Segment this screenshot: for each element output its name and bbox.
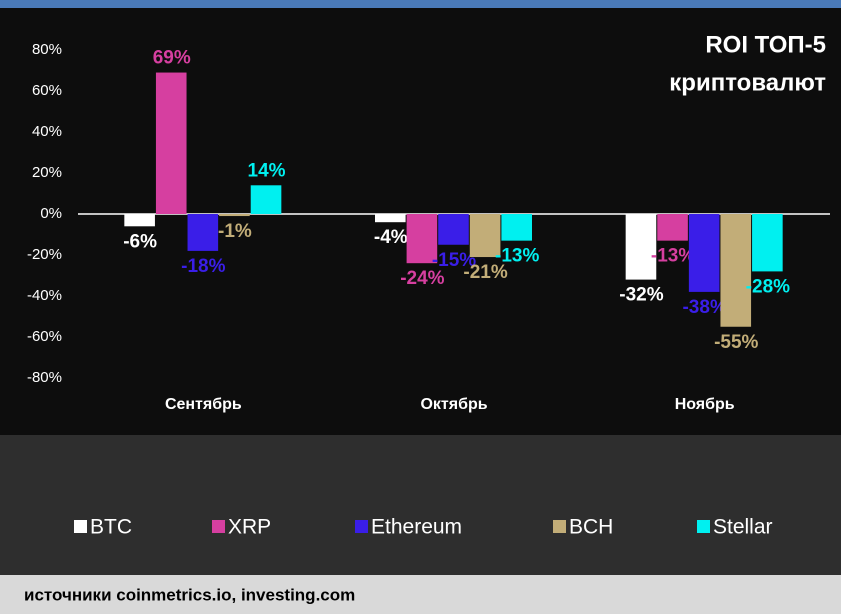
legend-swatch — [553, 520, 566, 533]
y-tick-label: -20% — [27, 246, 62, 263]
data-label: -13% — [651, 246, 695, 267]
legend-label: Stellar — [713, 516, 773, 539]
bar — [438, 214, 469, 245]
x-tick-label: Ноябрь — [675, 396, 735, 413]
data-label: 69% — [153, 48, 191, 69]
chart-title: криптовалют — [669, 69, 826, 96]
legend-label: XRP — [228, 516, 271, 539]
data-label: -38% — [682, 297, 726, 318]
data-label: -1% — [218, 221, 252, 242]
y-tick-label: 20% — [32, 164, 62, 181]
chart-title: ROI ТОП-5 — [705, 31, 826, 58]
legend-swatch — [74, 520, 87, 533]
bar — [155, 72, 187, 214]
legend-label: Ethereum — [371, 516, 462, 539]
bar — [657, 214, 688, 241]
bar — [406, 214, 438, 264]
bar — [375, 214, 406, 223]
bar — [501, 214, 532, 241]
source: источники coinmetrics.io, investing.com — [24, 585, 355, 604]
data-label: -21% — [463, 262, 507, 283]
data-label: -6% — [123, 231, 157, 252]
legend-swatch — [697, 520, 710, 533]
data-label: -28% — [746, 276, 790, 297]
y-tick-label: -40% — [27, 287, 62, 304]
data-label: -24% — [400, 268, 444, 289]
bar — [250, 185, 282, 214]
bar — [469, 214, 501, 258]
legend-swatch — [212, 520, 225, 533]
data-label: -18% — [181, 256, 225, 277]
data-label: -4% — [374, 227, 408, 248]
bar — [752, 214, 783, 272]
data-label: 14% — [248, 160, 286, 181]
y-tick-label: 60% — [32, 82, 62, 99]
y-tick-label: 40% — [32, 123, 62, 140]
y-tick-label: 0% — [40, 205, 62, 222]
y-tick-label: -80% — [27, 369, 62, 386]
data-label: -32% — [619, 285, 663, 306]
legend-label: BCH — [569, 516, 613, 539]
x-tick-label: Октябрь — [420, 396, 487, 413]
data-label: -13% — [495, 246, 539, 267]
bar — [688, 214, 720, 292]
legend-label: BTC — [90, 516, 132, 539]
bar — [187, 214, 219, 251]
top-strip — [0, 0, 841, 8]
bar — [124, 214, 155, 227]
bar — [219, 214, 250, 217]
y-tick-label: -60% — [27, 328, 62, 345]
bar — [720, 214, 752, 327]
data-label: -15% — [432, 250, 476, 271]
data-label: -55% — [714, 332, 758, 353]
legend-background — [0, 435, 841, 575]
legend-swatch — [355, 520, 368, 533]
x-tick-label: Сентябрь — [165, 396, 242, 413]
y-tick-label: 80% — [32, 41, 62, 58]
bar — [625, 214, 657, 280]
